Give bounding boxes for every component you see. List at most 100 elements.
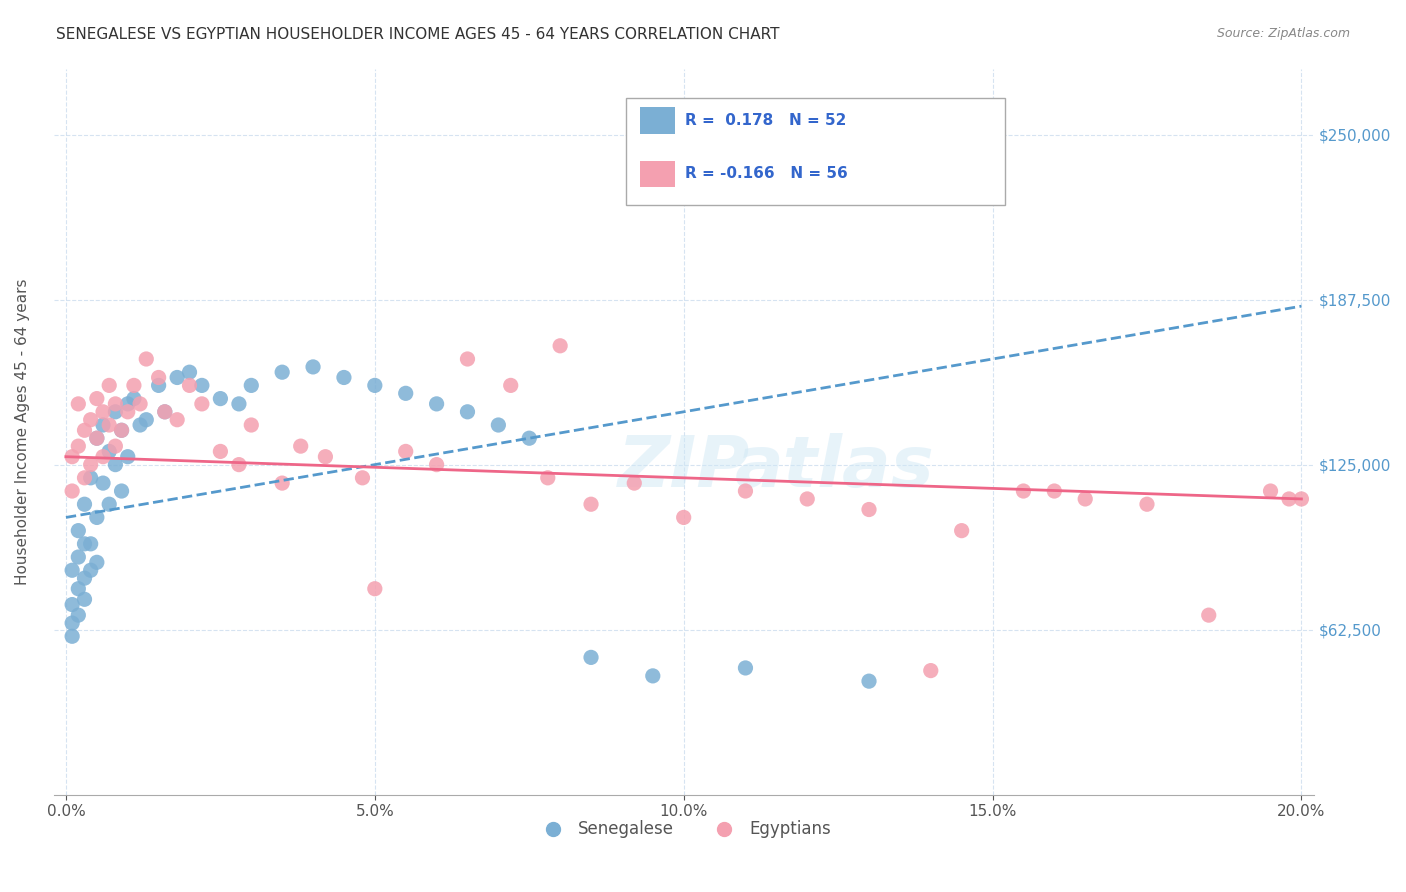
Point [73,537,96,551]
Point [110,423,132,437]
Text: ZIP: ZIP [617,434,749,502]
Point [352,471,374,485]
Point [86,392,108,406]
Point [271,365,294,379]
Point [104,405,127,419]
Point [1012,483,1035,498]
Point [129,397,152,411]
Point [209,392,232,406]
Point [333,370,356,384]
Point [148,378,170,392]
Point [98,378,121,392]
Point [623,476,645,491]
Point [191,397,214,411]
Point [86,555,108,569]
Point [1074,491,1097,506]
Point [98,417,121,432]
Point [60,598,83,612]
Point [672,510,695,524]
Point [73,497,96,511]
Point [517,431,540,445]
Point [290,439,312,453]
Point [271,476,294,491]
Point [1278,491,1301,506]
Point [98,497,121,511]
Point [67,397,90,411]
Point [79,471,101,485]
Point [1136,497,1159,511]
Point [456,351,478,366]
Point [60,629,83,643]
Point [67,549,90,564]
Point [950,524,973,538]
Point [240,417,263,432]
Point [91,476,114,491]
Point [314,450,336,464]
Point [153,405,176,419]
Point [79,458,101,472]
Point [67,608,90,623]
Point [79,537,101,551]
Point [426,458,449,472]
Point [179,365,201,379]
Point [73,423,96,437]
Point [426,397,449,411]
Point [110,483,132,498]
Point [456,405,478,419]
Point [122,392,145,406]
Point [98,444,121,458]
Point [135,351,157,366]
Point [395,386,418,401]
Text: R = -0.166   N = 56: R = -0.166 N = 56 [685,167,848,181]
Point [364,378,387,392]
Point [364,582,387,596]
Point [129,417,152,432]
Point [148,370,170,384]
Point [104,458,127,472]
Point [734,483,756,498]
Point [1260,483,1282,498]
Point [86,510,108,524]
Point [228,458,250,472]
Point [486,417,509,432]
Point [153,405,176,419]
Point [858,502,880,516]
Point [1198,608,1220,623]
Point [110,423,132,437]
Point [858,674,880,689]
Point [91,417,114,432]
Point [135,413,157,427]
Point [228,397,250,411]
Point [796,491,818,506]
Point [91,450,114,464]
Point [67,582,90,596]
Point [73,571,96,585]
Point [73,471,96,485]
Point [734,661,756,675]
Text: SENEGALESE VS EGYPTIAN HOUSEHOLDER INCOME AGES 45 - 64 YEARS CORRELATION CHART: SENEGALESE VS EGYPTIAN HOUSEHOLDER INCOM… [56,27,780,42]
Point [1291,491,1313,506]
Point [67,524,90,538]
Point [79,563,101,577]
Point [60,450,83,464]
Point [1043,483,1066,498]
Point [920,664,942,678]
Y-axis label: Householder Income Ages 45 - 64 years: Householder Income Ages 45 - 64 years [15,278,30,585]
Point [104,397,127,411]
Point [179,378,201,392]
Point [117,450,139,464]
Point [60,483,83,498]
Point [60,616,83,631]
Point [499,378,522,392]
Point [191,378,214,392]
Point [67,439,90,453]
Legend: Senegalese, Egyptians: Senegalese, Egyptians [530,814,838,845]
Point [579,497,602,511]
Point [641,669,664,683]
Point [548,339,571,353]
Point [117,405,139,419]
Text: Source: ZipAtlas.com: Source: ZipAtlas.com [1216,27,1350,40]
Point [104,439,127,453]
Point [302,359,325,374]
Point [86,431,108,445]
